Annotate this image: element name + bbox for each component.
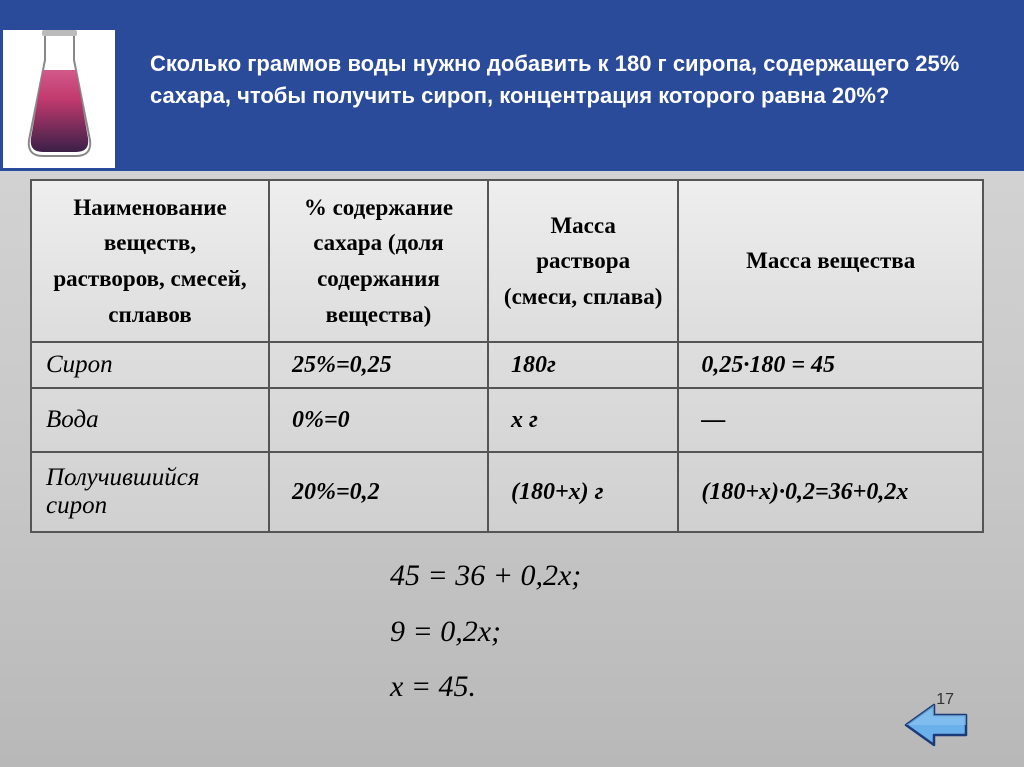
table-row: Сироп 25%=0,25 180г 0,25·180 = 45 <box>31 342 983 388</box>
table-row: Вода 0%=0 x г — <box>31 388 983 452</box>
col-header-name: Наименование веществ, растворов, смесей,… <box>31 180 269 342</box>
cell-percent: 25%=0,25 <box>269 342 488 388</box>
cell-mass: (180+x) г <box>488 452 678 532</box>
cell-substance: (180+x)·0,2=36+0,2x <box>678 452 983 532</box>
flask-icon <box>17 30 102 160</box>
cell-name: Получившийся сироп <box>31 452 269 532</box>
prev-slide-button[interactable] <box>904 701 972 749</box>
cell-mass: x г <box>488 388 678 452</box>
slide-title: Сколько граммов воды нужно добавить к 18… <box>118 30 1024 171</box>
table-row: Получившийся сироп 20%=0,2 (180+x) г (18… <box>31 452 983 532</box>
slide-content: Наименование веществ, растворов, смесей,… <box>0 171 1024 712</box>
slide-header: Сколько граммов воды нужно добавить к 18… <box>0 30 1024 171</box>
solution-equations: 45 = 36 + 0,2x; 9 = 0,2x; x = 45. <box>390 551 984 712</box>
cell-substance: 0,25·180 = 45 <box>678 342 983 388</box>
cell-percent: 0%=0 <box>269 388 488 452</box>
solution-table: Наименование веществ, растворов, смесей,… <box>30 179 984 533</box>
cell-mass: 180г <box>488 342 678 388</box>
col-header-mass: Масса раствора (смеси, сплава) <box>488 180 678 342</box>
cell-percent: 20%=0,2 <box>269 452 488 532</box>
top-accent-bar <box>0 0 1024 30</box>
table-header-row: Наименование веществ, растворов, смесей,… <box>31 180 983 342</box>
col-header-percent: % содержание сахара (доля содержания вещ… <box>269 180 488 342</box>
cell-name: Сироп <box>31 342 269 388</box>
equation-line: 9 = 0,2x; <box>390 607 984 657</box>
cell-substance: — <box>678 388 983 452</box>
cell-name: Вода <box>31 388 269 452</box>
equation-line: x = 45. <box>390 662 984 712</box>
flask-image-holder <box>0 30 118 171</box>
col-header-substance: Масса вещества <box>678 180 983 342</box>
arrow-left-icon <box>904 701 972 749</box>
equation-line: 45 = 36 + 0,2x; <box>390 551 984 601</box>
